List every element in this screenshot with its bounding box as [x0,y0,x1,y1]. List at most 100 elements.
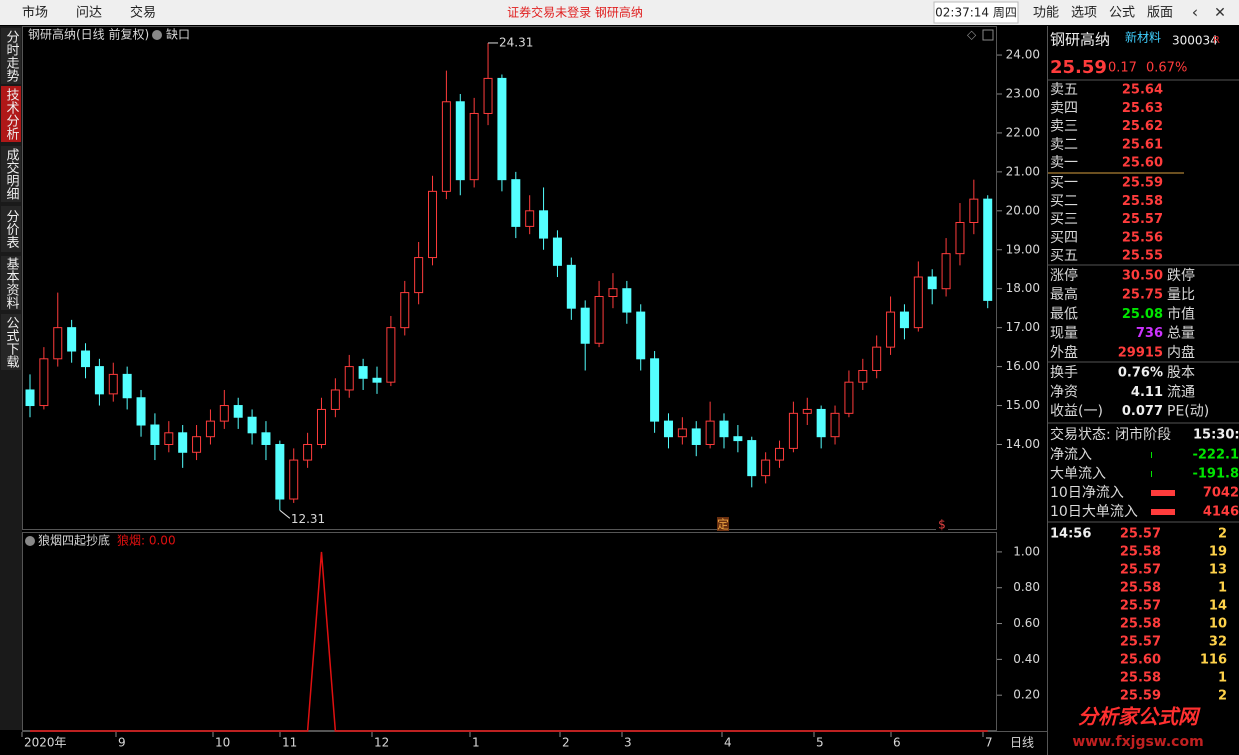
candle-body [539,210,549,239]
event-marker-bg[interactable] [936,517,948,531]
x-tick-label: 4 [724,736,732,750]
flow-value: -222.1 [1192,448,1239,463]
change: 0.17 [1108,61,1137,76]
tick-volume: 13 [1209,563,1227,578]
row-value: 29915 [1118,345,1163,360]
row-label-right: 量比 [1167,287,1195,303]
flow-bar [1151,471,1152,477]
candle-body [150,424,160,445]
candle-body [358,366,368,379]
y-tick-label: 17.00 [1006,320,1040,334]
flow-bar [1151,509,1175,515]
candle-body [330,389,340,410]
side-tab[interactable] [1,146,21,202]
tool-item[interactable]: 选项 [1071,6,1097,21]
candle-body [788,412,798,449]
row-value: 25.08 [1122,307,1163,322]
tool-item[interactable]: 公式 [1109,6,1135,21]
gap-icon[interactable] [152,30,162,40]
row-label: 卖一 [1050,155,1078,171]
candle-body [969,198,979,224]
side-tab-label[interactable]: 分时走势 [4,30,20,83]
menu-item[interactable]: 交易 [130,5,156,21]
y-tick-label: 14.00 [1006,437,1040,451]
period-label[interactable]: 日线 [1010,736,1034,750]
event-marker[interactable]: $ [938,518,946,532]
tick-volume: 116 [1200,653,1227,668]
tool-item[interactable]: 功能 [1033,6,1059,21]
x-tick-label: 1 [472,736,480,750]
x-tick-label: 6 [893,736,901,750]
indicator-title[interactable]: 狼烟四起抄底 [38,533,110,548]
candle-body [886,311,896,348]
flow-value: 7042 [1203,486,1239,501]
tool-item[interactable]: 版面 [1147,6,1173,21]
row-label: 买一 [1050,175,1078,191]
menu-item[interactable]: 市场 [22,5,48,21]
candle-body [552,237,562,266]
side-tab[interactable] [1,28,21,84]
candle-body [122,373,132,399]
login-notice[interactable]: 证券交易未登录 钢研高纳 [507,5,643,20]
stock-code: 300034 [1172,34,1218,48]
side-tab-label[interactable]: 公式下载 [4,316,20,369]
row-value: 0.76% [1118,366,1163,381]
row-label: 卖四 [1050,100,1078,116]
y-tick-label: 0.40 [1013,652,1040,666]
candle-body [899,311,909,329]
x-tick-label: 5 [816,736,824,750]
back-button[interactable]: ‹ [1192,3,1198,22]
menu-item[interactable]: 问达 [76,6,102,21]
candle-body [941,253,951,290]
row-label: 卖五 [1050,82,1078,98]
row-value: 25.60 [1122,156,1163,171]
candle-body [455,101,465,181]
candle-body [525,210,535,227]
gap-label[interactable]: 缺口 [166,27,190,42]
side-tab[interactable] [1,314,21,370]
candle-body [247,416,257,434]
tick-price: 25.57 [1120,635,1161,650]
candle-body [733,436,743,442]
side-tab[interactable] [1,256,21,310]
min-pointer [279,509,291,519]
event-marker[interactable]: 定 [717,517,729,532]
candle-body [25,389,35,407]
candle-body [316,408,326,445]
close-button[interactable]: ✕ [1214,5,1226,21]
chart-maximize[interactable] [982,29,994,41]
event-marker-bg[interactable] [717,517,729,531]
x-tick-label: 2 [562,736,570,750]
indicator-line [30,551,988,732]
side-tab-label[interactable]: 成交明细 [4,148,20,200]
y-tick-label: 0.20 [1013,688,1040,702]
min-label: 12.31 [291,512,325,526]
tick-volume: 2 [1218,527,1227,542]
candle-body [927,276,937,290]
candle-body [830,412,840,438]
y-tick-label: 23.00 [1006,86,1040,100]
tick-volume: 1 [1218,671,1227,686]
candle-body [67,327,77,352]
indicator-icon[interactable] [25,536,35,546]
last-price: 25.59 [1050,57,1107,78]
chart-option[interactable]: ◇ [967,28,977,42]
side-tab-label[interactable]: 基本资料 [4,257,20,309]
side-tab-label[interactable]: 技术分析 [4,88,20,140]
y-tick-label: 20.00 [1006,203,1040,217]
candle-body [192,436,202,453]
clock: 02:37:14 周四 [935,6,1017,20]
side-tab-label[interactable]: 分价表 [4,210,20,249]
candle-body [372,377,382,383]
sector[interactable]: 新材料 [1125,30,1161,45]
tick-volume: 32 [1209,635,1227,650]
side-tab[interactable] [1,86,21,142]
flow-value: -191.8 [1192,467,1239,482]
row-value: 25.62 [1122,119,1163,134]
row-label-right: 流通 [1167,384,1195,400]
side-tab[interactable] [1,206,21,252]
candle-body [691,428,701,445]
candle-body [53,327,63,360]
